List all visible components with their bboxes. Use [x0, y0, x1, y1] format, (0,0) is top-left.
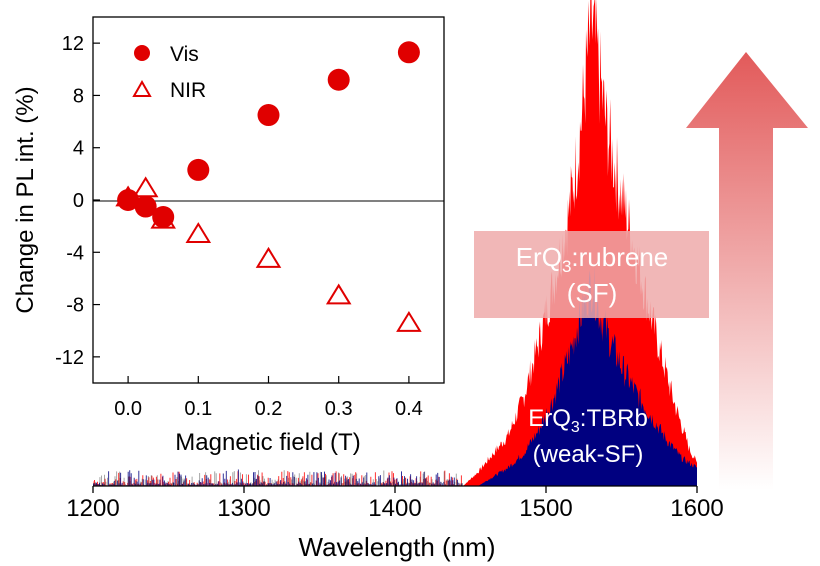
- spectrum-x-tick-label: 1400: [368, 495, 421, 522]
- vis-point: [327, 68, 350, 91]
- vis-point: [152, 205, 175, 228]
- spectrum-baseline-noise: [93, 469, 463, 486]
- inset-y-axis-label: Change in PL int. (%): [12, 86, 39, 313]
- spectrum-x-tick-label: 1600: [670, 495, 723, 522]
- spectrum-x-tick-label: 1300: [217, 495, 270, 522]
- nir-point: [325, 283, 352, 305]
- inset-plot: 0.0 0.1 0.2 0.3 0.4 -12 -8 -4 0 4 8 12 Change in PL…: [12, 16, 445, 456]
- vis-point: [257, 104, 280, 127]
- legend-vis-marker: [134, 45, 150, 61]
- vis-point: [187, 158, 210, 181]
- inset-frame: [92, 16, 445, 384]
- sf-label-box: [474, 231, 709, 318]
- inset-y-tick-label: 8: [73, 85, 84, 107]
- weak-sf-label-line2: (weak-SF): [533, 441, 644, 468]
- inset-x-axis-label: Magnetic field (T): [175, 429, 360, 456]
- inset-x-tick-label: 0.3: [325, 398, 353, 420]
- vis-point: [397, 41, 420, 64]
- inset-x-tick-label: 0.2: [255, 398, 283, 420]
- weak-sf-label-line1: ErQ3:TBRb: [528, 405, 648, 436]
- vis-point: [134, 195, 157, 218]
- inset-y-tick-label: -8: [66, 295, 84, 317]
- inset-y-tick-label: -4: [66, 242, 84, 264]
- sf-label-line2: (SF): [567, 278, 618, 308]
- spectrum-x-tick-label: 1500: [519, 495, 572, 522]
- increase-arrow: [686, 52, 808, 490]
- spectrum-x-axis-label: Wavelength (nm): [299, 532, 496, 562]
- inset-y-tick-label: 12: [62, 33, 84, 55]
- legend-vis-label: Vis: [170, 43, 199, 66]
- spectrum-x-tick-label: 1200: [66, 495, 119, 522]
- nir-point: [185, 222, 212, 243]
- vis-point: [117, 189, 140, 211]
- legend-nir-marker: [132, 79, 152, 97]
- spectrum-weak-sf-area: [478, 264, 697, 486]
- inset-y-tick-label: -12: [55, 347, 84, 369]
- inset-legend: Vis NIR: [132, 43, 206, 102]
- inset-y-tick-label: 4: [73, 138, 84, 160]
- inset-x-tick-label: 0.0: [114, 398, 142, 420]
- legend-nir-label: NIR: [170, 79, 206, 102]
- inset-x-tick-label: 0.4: [395, 398, 423, 420]
- nir-point: [396, 310, 422, 332]
- inset-y-tick-label: 0: [73, 190, 84, 212]
- sf-label-line1: ErQ3:rubrene: [516, 242, 669, 276]
- inset-x-tick-label: 0.1: [184, 398, 212, 420]
- nir-point: [255, 246, 282, 268]
